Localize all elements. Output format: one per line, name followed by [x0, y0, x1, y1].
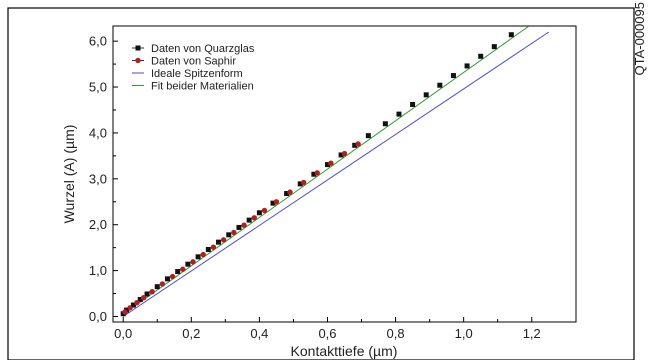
- data-point-quarzglas: [297, 181, 303, 187]
- data-point-saphir: [127, 305, 133, 311]
- data-point-saphir: [134, 300, 140, 306]
- data-point-quarzglas: [491, 44, 497, 50]
- data-point-quarzglas: [324, 162, 330, 168]
- data-point-quarzglas: [437, 82, 443, 88]
- data-point-quarzglas: [144, 291, 150, 297]
- data-point-quarzglas: [130, 302, 136, 308]
- legend-marker: [135, 57, 141, 64]
- data-point-saphir: [355, 141, 361, 147]
- data-point-quarzglas: [270, 200, 276, 206]
- x-axis-title: Kontakttiefe (µm): [291, 343, 398, 359]
- series-line: [122, 31, 550, 317]
- legend-marker: [135, 45, 141, 51]
- data-point-quarzglas: [464, 63, 470, 69]
- data-point-quarzglas: [226, 232, 232, 238]
- x-tick-label: 0,4: [250, 326, 268, 341]
- data-point-saphir: [241, 222, 247, 228]
- legend-label: Fit beider Materialien: [151, 81, 254, 93]
- data-point-quarzglas: [175, 269, 181, 275]
- x-tick-label: 0,2: [182, 326, 200, 341]
- data-point-quarzglas: [236, 224, 242, 230]
- data-point-quarzglas: [382, 121, 388, 127]
- data-point-quarzglas: [256, 210, 262, 216]
- data-point-quarzglas: [311, 171, 317, 177]
- data-point-saphir: [231, 229, 237, 236]
- data-point-saphir: [287, 189, 293, 195]
- data-point-saphir: [122, 309, 128, 315]
- data-point-saphir: [180, 266, 186, 272]
- series-line: [122, 26, 529, 315]
- x-tick-label: 1,2: [523, 326, 541, 341]
- data-point-quarzglas: [423, 92, 429, 98]
- y-axis-title: Wurzel (A) (µm): [61, 125, 77, 224]
- data-point-quarzglas: [205, 246, 211, 252]
- data-point-saphir: [200, 251, 206, 258]
- data-point-quarzglas: [216, 239, 222, 245]
- data-point-saphir: [149, 289, 155, 295]
- y-tick-label: 3,0: [89, 171, 107, 186]
- series-lines: [122, 26, 550, 317]
- y-tick-label: 2,0: [89, 217, 107, 232]
- legend-label: Daten von Quarzglas: [151, 43, 255, 55]
- legend-label: Daten von Saphir: [151, 56, 236, 68]
- data-point-saphir: [273, 199, 280, 205]
- data-point-quarzglas: [154, 284, 160, 290]
- data-point-saphir: [159, 281, 166, 287]
- data-point-saphir: [169, 273, 176, 280]
- data-point-quarzglas: [164, 276, 170, 282]
- x-tick-label: 1,0: [455, 326, 473, 341]
- y-tick-label: 0,0: [89, 309, 107, 324]
- y-tick-label: 5,0: [89, 80, 107, 95]
- data-point-saphir: [261, 207, 268, 214]
- data-point-quarzglas: [352, 142, 358, 148]
- data-point-quarzglas: [508, 32, 514, 38]
- data-point-quarzglas: [284, 191, 290, 197]
- data-point-saphir: [190, 259, 196, 265]
- data-point-quarzglas: [185, 261, 191, 267]
- x-tick-label: 0,6: [318, 326, 336, 341]
- data-point-saphir: [251, 215, 257, 221]
- data-point-quarzglas: [450, 73, 456, 79]
- data-point-quarzglas: [396, 111, 402, 117]
- data-point-quarzglas: [338, 152, 344, 158]
- plot-area: [112, 25, 577, 323]
- data-point-quarzglas: [365, 133, 371, 139]
- side-label: QTA-000095: [632, 2, 647, 75]
- data-point-saphir: [220, 237, 227, 243]
- data-point-saphir: [300, 179, 307, 186]
- y-axis: 0,0 1,0 2,0 3,0 4,0 5,0 6,0: [89, 34, 118, 324]
- data-point-saphir: [328, 160, 334, 166]
- data-point-quarzglas: [195, 254, 201, 260]
- y-tick-label: 4,0: [89, 125, 107, 140]
- data-point-saphir: [314, 170, 320, 176]
- y-tick-label: 1,0: [89, 263, 107, 278]
- data-point-quarzglas: [246, 217, 252, 223]
- data-point-saphir: [341, 150, 348, 157]
- data-point-quarzglas: [137, 297, 143, 303]
- data-point-quarzglas: [478, 53, 484, 59]
- y-tick-label: 6,0: [89, 34, 107, 49]
- x-tick-label: 0,0: [114, 326, 132, 341]
- x-axis: 0,0 0,2 0,4 0,6 0,8 1,0 1,2: [114, 317, 541, 341]
- series-markers: [120, 32, 514, 317]
- data-point-saphir: [140, 294, 147, 301]
- legend-label: Ideale Spitzenform: [151, 68, 243, 80]
- data-point-quarzglas: [410, 101, 416, 107]
- data-point-saphir: [210, 244, 217, 250]
- x-tick-label: 0,8: [387, 326, 405, 341]
